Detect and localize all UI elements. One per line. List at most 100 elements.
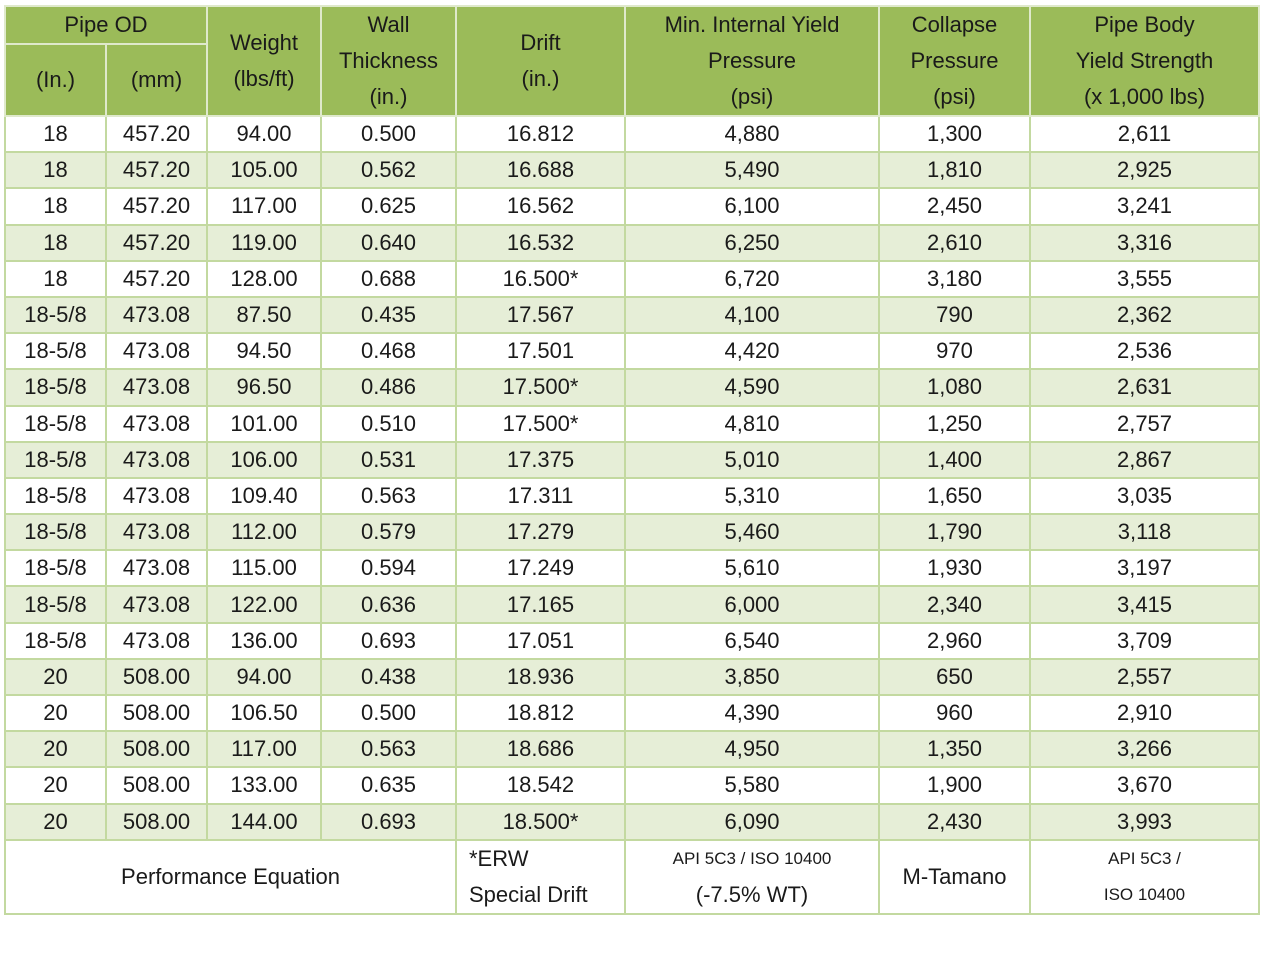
cell-collapse-pressure: 2,450 <box>878 187 1031 226</box>
cell-collapse-pressure: 2,430 <box>878 802 1031 841</box>
cell-min-internal-yield: 6,250 <box>624 223 880 262</box>
table-row: 18 457.20 94.00 0.500 16.812 4,880 1,300 2,611 <box>4 114 1260 154</box>
cell-od-mm: 508.00 <box>105 657 208 697</box>
cell-min-internal-yield: 5,010 <box>624 440 880 479</box>
cell-min-internal-yield: 3,850 <box>624 657 880 697</box>
cell-collapse-pressure: 3,180 <box>878 259 1031 298</box>
cell-min-internal-yield: 6,090 <box>624 802 880 841</box>
cell-drift: 18.542 <box>455 766 626 805</box>
table-row: 18-5/8 473.08 101.00 0.510 17.500* 4,810 1,250… <box>4 404 1260 443</box>
cell-yield-strength: 3,415 <box>1029 585 1260 624</box>
table-row: 18-5/8 473.08 106.00 0.531 17.375 5,010 1,400 2… <box>4 440 1260 479</box>
cell-weight: 96.50 <box>206 368 322 407</box>
cell-wall-thickness: 0.563 <box>320 730 457 769</box>
cell-collapse-pressure: 1,900 <box>878 766 1031 805</box>
cell-wall-thickness: 0.594 <box>320 549 457 588</box>
cell-yield-strength: 2,611 <box>1029 114 1260 154</box>
cell-min-internal-yield: 4,390 <box>624 693 880 733</box>
cell-collapse-pressure: 1,080 <box>878 368 1031 407</box>
cell-wall-thickness: 0.500 <box>320 693 457 733</box>
cell-weight: 106.00 <box>206 440 322 479</box>
table-row: 18-5/8 473.08 94.50 0.468 17.501 4,420 970 2,53… <box>4 332 1260 371</box>
cell-od-in: 18-5/8 <box>4 368 107 407</box>
cell-weight: 94.00 <box>206 114 322 154</box>
cell-od-in: 18-5/8 <box>4 549 107 588</box>
cell-yield-strength: 3,709 <box>1029 621 1260 660</box>
cell-od-in: 20 <box>4 766 107 805</box>
cell-drift: 18.936 <box>455 657 626 697</box>
cell-weight: 119.00 <box>206 223 322 262</box>
footer-performance-equation: Performance Equation <box>4 838 457 915</box>
cell-od-in: 20 <box>4 730 107 769</box>
cell-od-mm: 457.20 <box>105 259 208 298</box>
cell-drift: 18.500* <box>455 802 626 841</box>
cell-wall-thickness: 0.635 <box>320 766 457 805</box>
cell-weight: 117.00 <box>206 187 322 226</box>
cell-wall-thickness: 0.640 <box>320 223 457 262</box>
table-row: 20 508.00 106.50 0.500 18.812 4,390 960 2,910 <box>4 693 1260 733</box>
cell-collapse-pressure: 1,400 <box>878 440 1031 479</box>
cell-drift: 17.279 <box>455 513 626 552</box>
table-row: 18-5/8 473.08 87.50 0.435 17.567 4,100 790 2,36… <box>4 295 1260 335</box>
cell-od-in: 20 <box>4 802 107 841</box>
cell-wall-thickness: 0.693 <box>320 802 457 841</box>
cell-min-internal-yield: 5,490 <box>624 151 880 190</box>
cell-drift: 17.311 <box>455 476 626 516</box>
cell-drift: 17.249 <box>455 549 626 588</box>
cell-wall-thickness: 0.510 <box>320 404 457 443</box>
header-weight: Weight (lbs/ft) <box>206 5 322 117</box>
cell-od-mm: 473.08 <box>105 404 208 443</box>
cell-wall-thickness: 0.625 <box>320 187 457 226</box>
header-drift: Drift (in.) <box>455 5 626 117</box>
cell-yield-strength: 2,925 <box>1029 151 1260 190</box>
cell-collapse-pressure: 2,960 <box>878 621 1031 660</box>
cell-od-mm: 473.08 <box>105 368 208 407</box>
table-row: 18 457.20 128.00 0.688 16.500* 6,720 3,180 3,55… <box>4 259 1260 298</box>
table-row: 18-5/8 473.08 115.00 0.594 17.249 5,610 1,930 3… <box>4 549 1260 588</box>
cell-collapse-pressure: 960 <box>878 693 1031 733</box>
cell-od-in: 18 <box>4 151 107 190</box>
cell-wall-thickness: 0.468 <box>320 332 457 371</box>
cell-collapse-pressure: 1,810 <box>878 151 1031 190</box>
cell-drift: 16.500* <box>455 259 626 298</box>
cell-od-in: 18 <box>4 187 107 226</box>
cell-weight: 94.50 <box>206 332 322 371</box>
cell-yield-strength: 2,631 <box>1029 368 1260 407</box>
cell-od-in: 20 <box>4 693 107 733</box>
table-row: 18-5/8 473.08 122.00 0.636 17.165 6,000 2,340 3… <box>4 585 1260 624</box>
cell-collapse-pressure: 2,340 <box>878 585 1031 624</box>
cell-min-internal-yield: 4,950 <box>624 730 880 769</box>
cell-drift: 18.812 <box>455 693 626 733</box>
cell-min-internal-yield: 5,310 <box>624 476 880 516</box>
header-yield-strength: Pipe Body Yield Strength (x 1,000 lbs) <box>1029 5 1260 117</box>
header-collapse-pressure: Collapse Pressure (psi) <box>878 5 1031 117</box>
cell-weight: 117.00 <box>206 730 322 769</box>
cell-wall-thickness: 0.486 <box>320 368 457 407</box>
cell-collapse-pressure: 1,650 <box>878 476 1031 516</box>
cell-od-mm: 473.08 <box>105 621 208 660</box>
cell-yield-strength: 2,757 <box>1029 404 1260 443</box>
cell-collapse-pressure: 1,930 <box>878 549 1031 588</box>
cell-yield-strength: 2,867 <box>1029 440 1260 479</box>
cell-collapse-pressure: 2,610 <box>878 223 1031 262</box>
cell-drift: 16.532 <box>455 223 626 262</box>
cell-weight: 128.00 <box>206 259 322 298</box>
header-min-internal-yield: Min. Internal Yield Pressure (psi) <box>624 5 880 117</box>
cell-od-mm: 457.20 <box>105 114 208 154</box>
cell-wall-thickness: 0.435 <box>320 295 457 335</box>
cell-od-in: 18-5/8 <box>4 295 107 335</box>
cell-min-internal-yield: 4,420 <box>624 332 880 371</box>
cell-weight: 136.00 <box>206 621 322 660</box>
cell-od-in: 18-5/8 <box>4 513 107 552</box>
cell-min-internal-yield: 6,720 <box>624 259 880 298</box>
cell-yield-strength: 3,316 <box>1029 223 1260 262</box>
cell-weight: 115.00 <box>206 549 322 588</box>
footer-miyp-equation: API 5C3 / ISO 10400 (-7.5% WT) <box>624 838 880 915</box>
cell-od-in: 18-5/8 <box>4 332 107 371</box>
cell-yield-strength: 2,910 <box>1029 693 1260 733</box>
cell-od-in: 18-5/8 <box>4 404 107 443</box>
cell-drift: 16.812 <box>455 114 626 154</box>
cell-min-internal-yield: 4,880 <box>624 114 880 154</box>
cell-od-mm: 473.08 <box>105 440 208 479</box>
cell-od-in: 18-5/8 <box>4 621 107 660</box>
